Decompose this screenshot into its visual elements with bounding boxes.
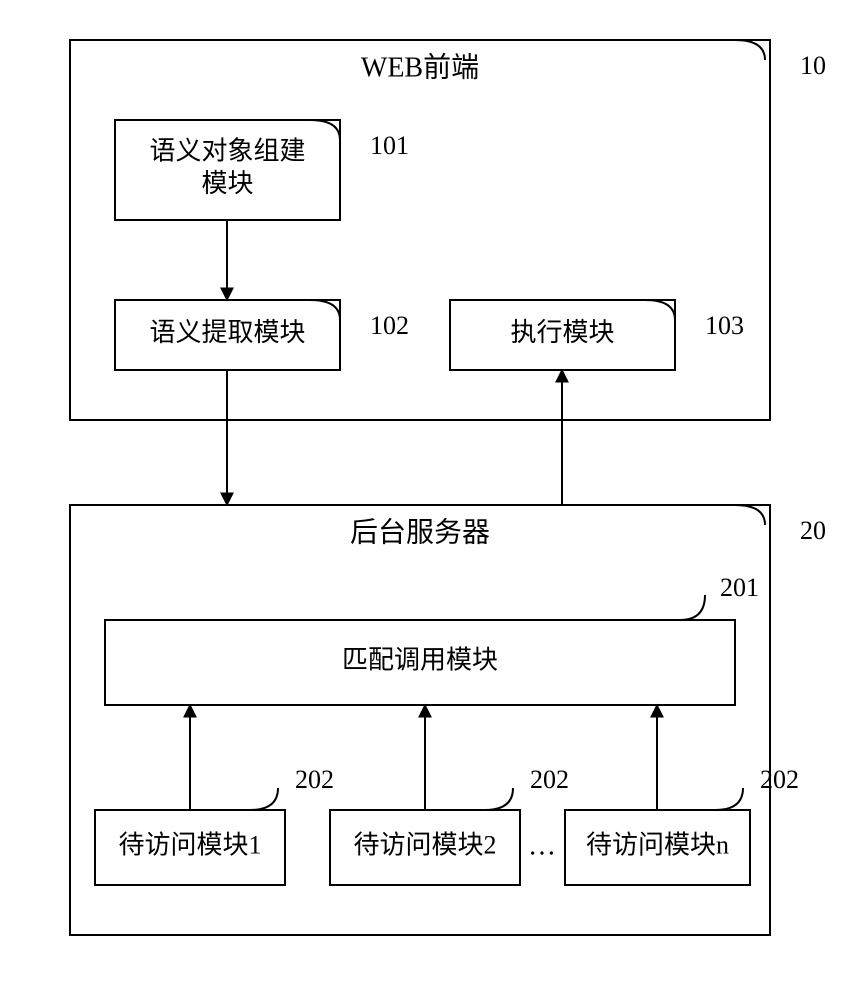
box-b101-number: 101	[370, 131, 409, 160]
box-b103-number: 103	[705, 311, 744, 340]
box-b101-line0: 语义对象组建	[149, 137, 305, 166]
box-b102-number: 102	[370, 311, 409, 340]
box-b202b-line0: 待访问模块2	[353, 830, 496, 859]
container-backend	[70, 505, 770, 935]
box-b103-line0: 执行模块	[510, 318, 614, 347]
box-b202a-line0: 待访问模块1	[118, 830, 261, 859]
box-b101-line1: 模块	[201, 169, 253, 198]
container-backend-title: 后台服务器	[350, 516, 490, 548]
container-frontend-title: WEB前端	[361, 51, 479, 83]
box-b202n-number: 202	[760, 765, 799, 794]
container-frontend-number: 10	[800, 51, 826, 80]
box-b102-line0: 语义提取模块	[149, 318, 305, 347]
box-b201-line0: 匹配调用模块	[342, 645, 498, 674]
box-b202a-number: 202	[295, 765, 334, 794]
ellipsis: …	[528, 830, 556, 861]
box-b202b-number: 202	[530, 765, 569, 794]
container-backend-number: 20	[800, 516, 826, 545]
box-b202n-line0: 待访问模块n	[586, 830, 729, 859]
container-frontend	[70, 40, 770, 420]
box-b201-number: 201	[720, 573, 759, 602]
